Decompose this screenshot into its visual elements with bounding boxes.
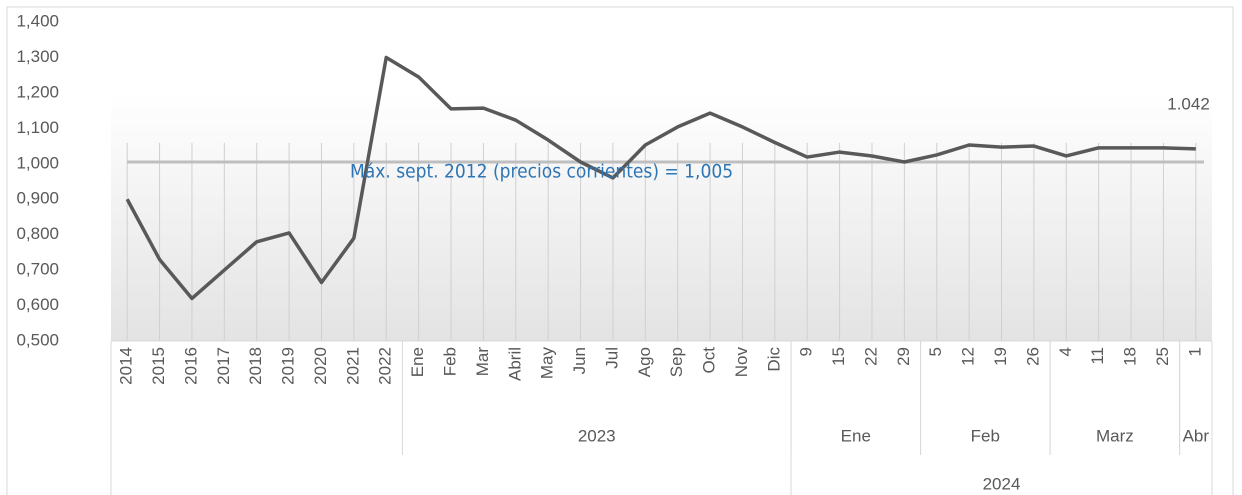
x-tick-label: 2016	[181, 347, 200, 385]
x-tick-label: Mar	[473, 347, 492, 377]
x-tick-label: Ago	[635, 347, 654, 377]
x-tick-label: 11	[1088, 347, 1107, 365]
x-tick-label: Jul	[602, 347, 621, 369]
x-tick-label: 12	[959, 347, 978, 366]
x-tick-label: Dic	[764, 347, 783, 372]
reference-label: Máx. sept. 2012 (precios corrientes) = 1…	[350, 161, 733, 183]
y-tick-label: 0,800	[16, 224, 59, 243]
x-tick-label: 15	[829, 347, 848, 366]
group-label: 2024	[983, 474, 1021, 493]
chart-frame	[6, 6, 1234, 495]
x-tick-label: Abril	[505, 347, 524, 381]
x-tick-label: 2015	[149, 347, 168, 385]
data-line	[125, 55, 1196, 301]
x-tick-label: Nov	[732, 347, 751, 378]
x-tick-label: 22	[861, 347, 880, 366]
x-tick-label: 4	[1056, 347, 1075, 356]
group-label: Abr	[1183, 426, 1210, 445]
y-tick-label: 1,300	[16, 47, 59, 66]
x-tick-label: Sep	[667, 347, 686, 377]
y-tick-label: 0,600	[16, 295, 59, 314]
y-tick-label: 1,200	[16, 82, 59, 101]
group-label: Marz	[1096, 426, 1134, 445]
x-tick-label: 2021	[343, 347, 362, 385]
x-tick-label: Jun	[570, 347, 589, 374]
data-label: 1.042	[1167, 94, 1210, 113]
group-label: Feb	[971, 426, 1000, 445]
y-tick-label: 1,000	[16, 153, 59, 172]
group-label: 2023	[578, 426, 616, 445]
y-tick-label: 1,100	[16, 118, 59, 137]
x-tick-label: 2019	[279, 347, 298, 385]
x-tick-label: Feb	[440, 347, 459, 376]
y-tick-label: 0,500	[16, 330, 59, 349]
x-tick-label: 18	[1121, 347, 1140, 366]
x-tick-label: 2014	[117, 347, 136, 385]
x-tick-label: Oct	[700, 347, 719, 374]
x-tick-label: 2017	[214, 347, 233, 385]
y-tick-label: 1,400	[16, 11, 59, 30]
group-label: Ene	[841, 426, 871, 445]
plot-background	[111, 92, 1212, 341]
x-tick-label: 29	[894, 347, 913, 366]
x-tick-label: 25	[1153, 347, 1172, 366]
x-tick-label: Ene	[408, 347, 427, 377]
x-tick-label: May	[538, 347, 557, 380]
x-tick-label: 26	[1023, 347, 1042, 366]
x-tick-label: 9	[797, 347, 816, 356]
x-tick-label: 2020	[311, 347, 330, 385]
x-tick-label: 2018	[246, 347, 265, 385]
x-tick-label: 5	[926, 347, 945, 356]
y-tick-label: 0,900	[16, 189, 59, 208]
x-tick-label: 19	[991, 347, 1010, 366]
y-tick-label: 0,700	[16, 260, 59, 279]
x-tick-label: 1	[1185, 347, 1204, 356]
x-tick-label: 2022	[376, 347, 395, 385]
